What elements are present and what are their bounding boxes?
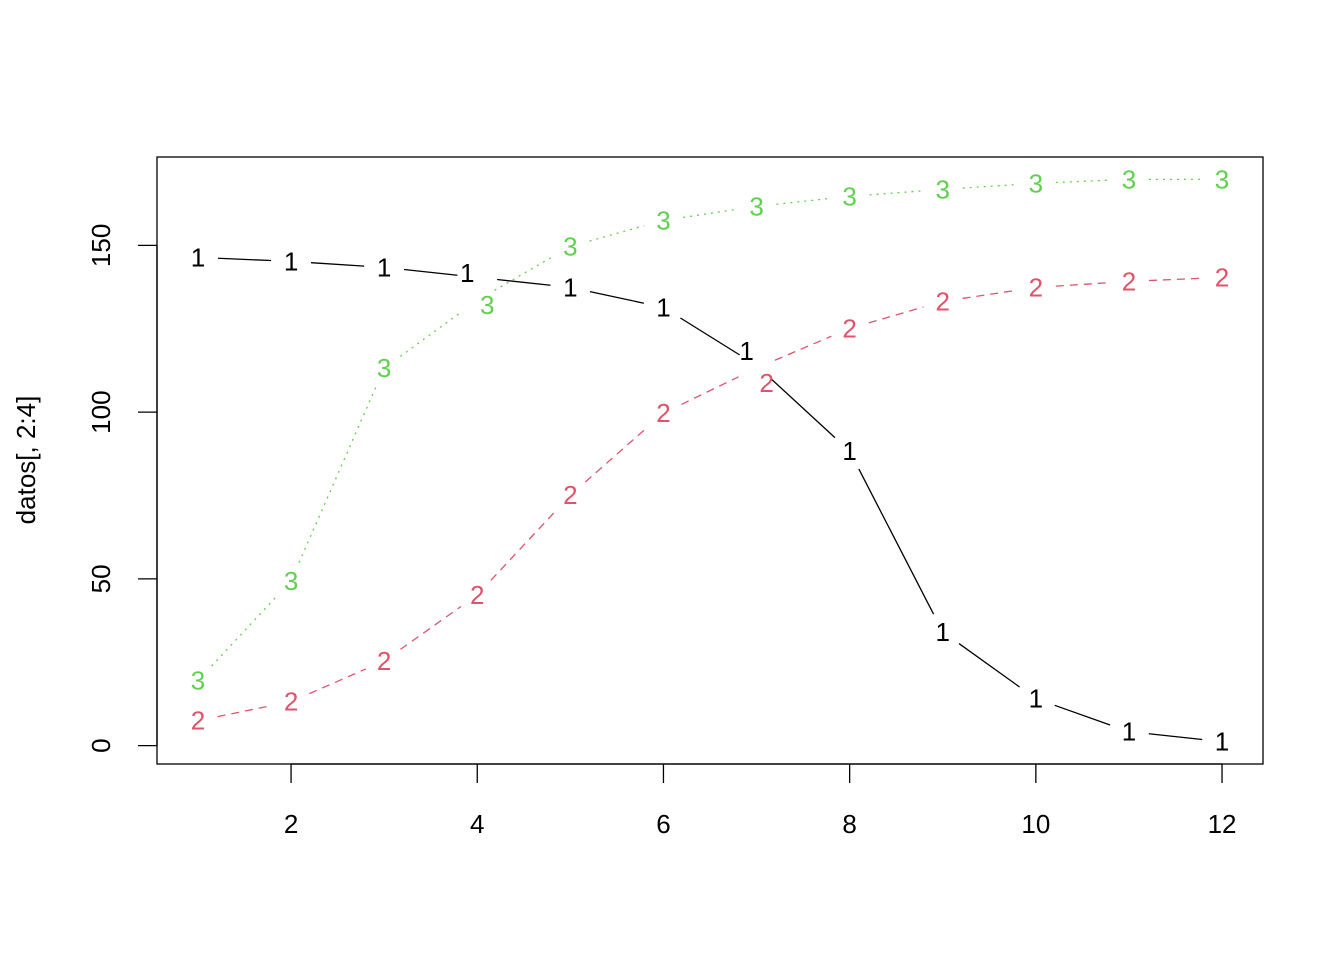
series-line-segment: [1148, 733, 1203, 741]
data-point-label: 2: [470, 580, 484, 610]
data-point-label: 1: [936, 617, 950, 647]
data-point-label: 3: [842, 181, 856, 211]
series-line-segment: [1055, 179, 1109, 184]
series-line-segment: [589, 290, 645, 304]
data-point-label: 1: [1215, 727, 1229, 757]
data-point-label: 2: [191, 706, 205, 736]
series-line-segment: [490, 509, 558, 581]
series-3: 3 3 3 3 3 3 3 3 3 3 3 3: [191, 164, 1230, 695]
series-line-segment: [497, 278, 551, 286]
data-point-label: 1: [739, 336, 753, 366]
data-point-label: 3: [936, 174, 950, 204]
data-point-label: 2: [1122, 266, 1136, 296]
data-point-label: 1: [842, 436, 856, 466]
x-tick-label: 2: [284, 809, 298, 839]
series-line-segment: [399, 311, 462, 357]
data-point-label: 1: [191, 242, 205, 272]
series-1: 1 1 1 1 1 1 1 1 1 1 1 1: [191, 242, 1230, 756]
data-point-label: 1: [460, 258, 474, 288]
data-point-label: 2: [377, 646, 391, 676]
data-point-label: 3: [563, 231, 577, 261]
x-tick-label: 10: [1021, 809, 1050, 839]
y-tick-label: 0: [86, 738, 116, 752]
series-line-segment: [770, 378, 836, 439]
series-line-segment: [403, 268, 458, 276]
x-tick-label: 12: [1208, 809, 1237, 839]
data-point-label: 1: [284, 246, 298, 276]
y-tick-label: 100: [86, 390, 116, 433]
series-line-segment: [776, 197, 830, 205]
x-tick-label: 6: [656, 809, 670, 839]
series-line-segment: [309, 668, 367, 695]
data-point-label: 2: [656, 398, 670, 428]
y-axis-label: datos[, 2:4]: [11, 396, 41, 525]
series-line-segment: [680, 317, 740, 356]
series-line-segment: [869, 190, 923, 196]
series-line-segment: [868, 306, 924, 324]
data-point-label: 1: [656, 292, 670, 322]
series-line-segment: [211, 595, 278, 667]
series-line-segment: [962, 183, 1016, 189]
data-point-label: 2: [936, 286, 950, 316]
series-2: 2 2 2 2 2 2 2 2 2 2 2 2: [191, 262, 1230, 735]
series-line-segment: [962, 289, 1017, 300]
data-point-label: 1: [563, 272, 577, 302]
data-point-label: 2: [1029, 272, 1043, 302]
data-point-label: 3: [1122, 164, 1136, 194]
series-line-segment: [1054, 704, 1111, 726]
y-tick-label: 150: [86, 224, 116, 267]
series-line-segment: [681, 376, 739, 406]
data-point-label: 2: [563, 480, 577, 510]
series-line-segment: [494, 255, 554, 291]
data-point-label: 1: [1122, 717, 1136, 747]
series-line-segment: [958, 643, 1020, 688]
x-tick-label: 8: [842, 809, 856, 839]
data-point-label: 3: [656, 205, 670, 235]
series-line-segment: [584, 425, 649, 483]
data-point-label: 3: [749, 191, 763, 221]
data-point-label: 3: [191, 666, 205, 696]
data-point-label: 2: [759, 368, 773, 398]
series-line-segment: [400, 605, 462, 650]
series-line-segment: [310, 262, 365, 267]
plot-box: [156, 156, 1264, 765]
data-point-label: 2: [284, 687, 298, 717]
series-line-segment: [217, 704, 272, 718]
data-point-label: 1: [377, 252, 391, 282]
series-line-segment: [858, 468, 935, 615]
data-point-label: 1: [1029, 684, 1043, 714]
x-tick-label: 4: [470, 809, 484, 839]
data-point-label: 3: [1029, 168, 1043, 198]
data-point-label: 3: [284, 566, 298, 596]
data-point-label: 2: [1215, 262, 1229, 292]
data-point-label: 2: [842, 313, 856, 343]
series-line-segment: [774, 335, 832, 361]
series-line-segment: [1148, 277, 1203, 282]
series-line-segment: [1055, 282, 1110, 287]
data-point-label: 3: [1215, 164, 1229, 194]
series-line-segment: [589, 225, 645, 242]
data-point-label: 3: [377, 353, 391, 383]
data-point-label: 3: [480, 290, 494, 320]
series-line-segment: [217, 257, 272, 262]
series-line-segment: [683, 208, 737, 219]
y-tick-label: 50: [86, 564, 116, 593]
series-line-segment: [298, 386, 377, 563]
